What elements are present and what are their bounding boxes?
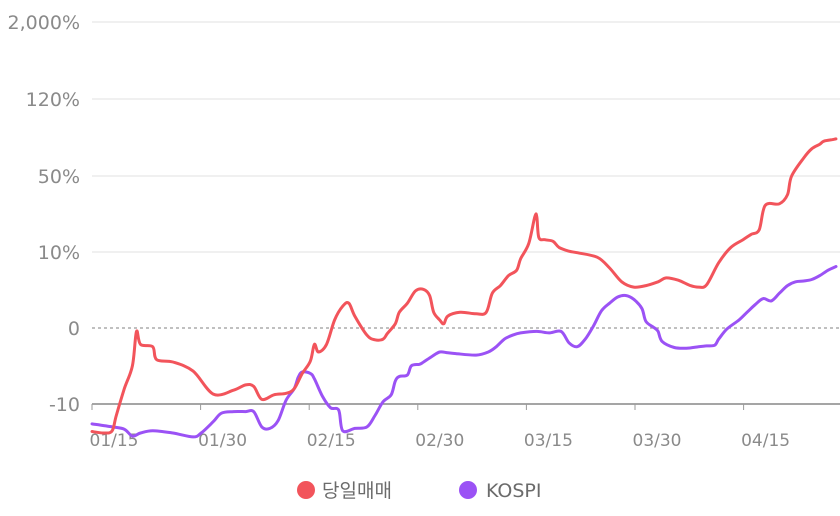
x-axis-ticks: 01/15 01/30 02/15 02/30 03/15 03/30 04/15: [90, 404, 790, 451]
series-line-kospi: [90, 265, 838, 439]
y-tick-label: 10%: [38, 242, 80, 264]
grid: [92, 21, 840, 405]
series-lines: [90, 137, 838, 439]
legend-label-kospi: KOSPI: [486, 480, 542, 502]
y-tick-label: 2,000%: [8, 12, 80, 34]
x-tick-label: 03/30: [633, 431, 682, 451]
y-tick-label: -10: [49, 394, 80, 416]
x-tick-label: 02/30: [415, 431, 464, 451]
x-tick-label: 03/15: [524, 431, 573, 451]
y-tick-label: 120%: [26, 89, 80, 111]
y-axis-ticks: -10 0 10% 50% 120% 2,000%: [8, 12, 80, 416]
legend-marker-danil: [297, 481, 315, 499]
series-line-danil: [90, 137, 838, 435]
y-tick-label: 0: [68, 318, 80, 340]
x-tick-label: 01/15: [90, 431, 139, 451]
y-tick-label: 50%: [38, 166, 80, 188]
legend-item-danil[interactable]: 당일매매: [297, 480, 392, 502]
legend-label-danil: 당일매매: [322, 480, 392, 502]
legend: 당일매매 KOSPI: [297, 480, 542, 502]
legend-item-kospi[interactable]: KOSPI: [459, 480, 542, 502]
x-tick-label: 04/15: [741, 431, 790, 451]
x-tick-label: 02/15: [307, 431, 356, 451]
x-tick-label: 01/30: [198, 431, 247, 451]
legend-marker-kospi: [459, 481, 477, 499]
